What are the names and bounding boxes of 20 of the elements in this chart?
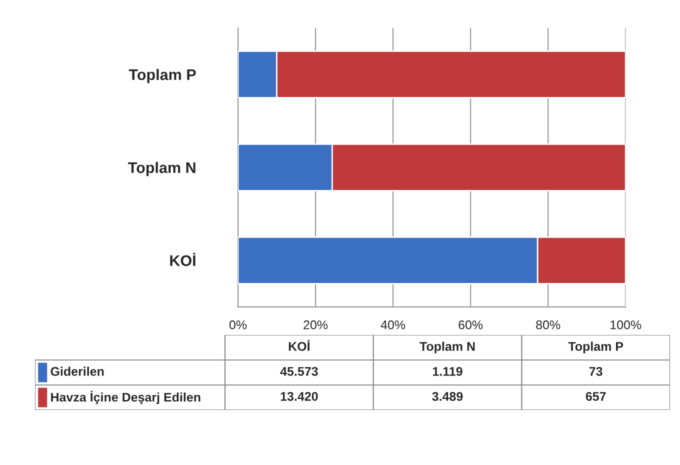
data-label: 1.119 [432, 367, 462, 376]
x-tick-label: 80% [536, 320, 560, 330]
x-tick-label: 40% [380, 320, 406, 330]
y-tick-label: Toplam N [128, 162, 196, 176]
x-tick-label: 60% [458, 320, 483, 330]
category-label: Toplam P [568, 342, 624, 354]
legend-label: Havza İçine Deşarj Edilen [51, 390, 200, 404]
x-tick-label: 20% [304, 320, 328, 330]
y-tick-label: Toplam P [128, 68, 196, 84]
legend-label: Giderilen [50, 366, 104, 376]
data-label: 13.420 [280, 392, 318, 401]
x-tick-label: 100% [610, 320, 642, 330]
x-tick-label: 0% [229, 320, 247, 330]
data-label: 3.489 [432, 392, 463, 401]
category-label: Toplam N [420, 342, 475, 354]
y-tick-label: KOİ [170, 252, 196, 266]
data-label: 657 [586, 392, 606, 401]
category-label: KOİ [288, 340, 310, 351]
data-label: 45.573 [280, 367, 318, 376]
data-label: 73 [589, 367, 602, 376]
